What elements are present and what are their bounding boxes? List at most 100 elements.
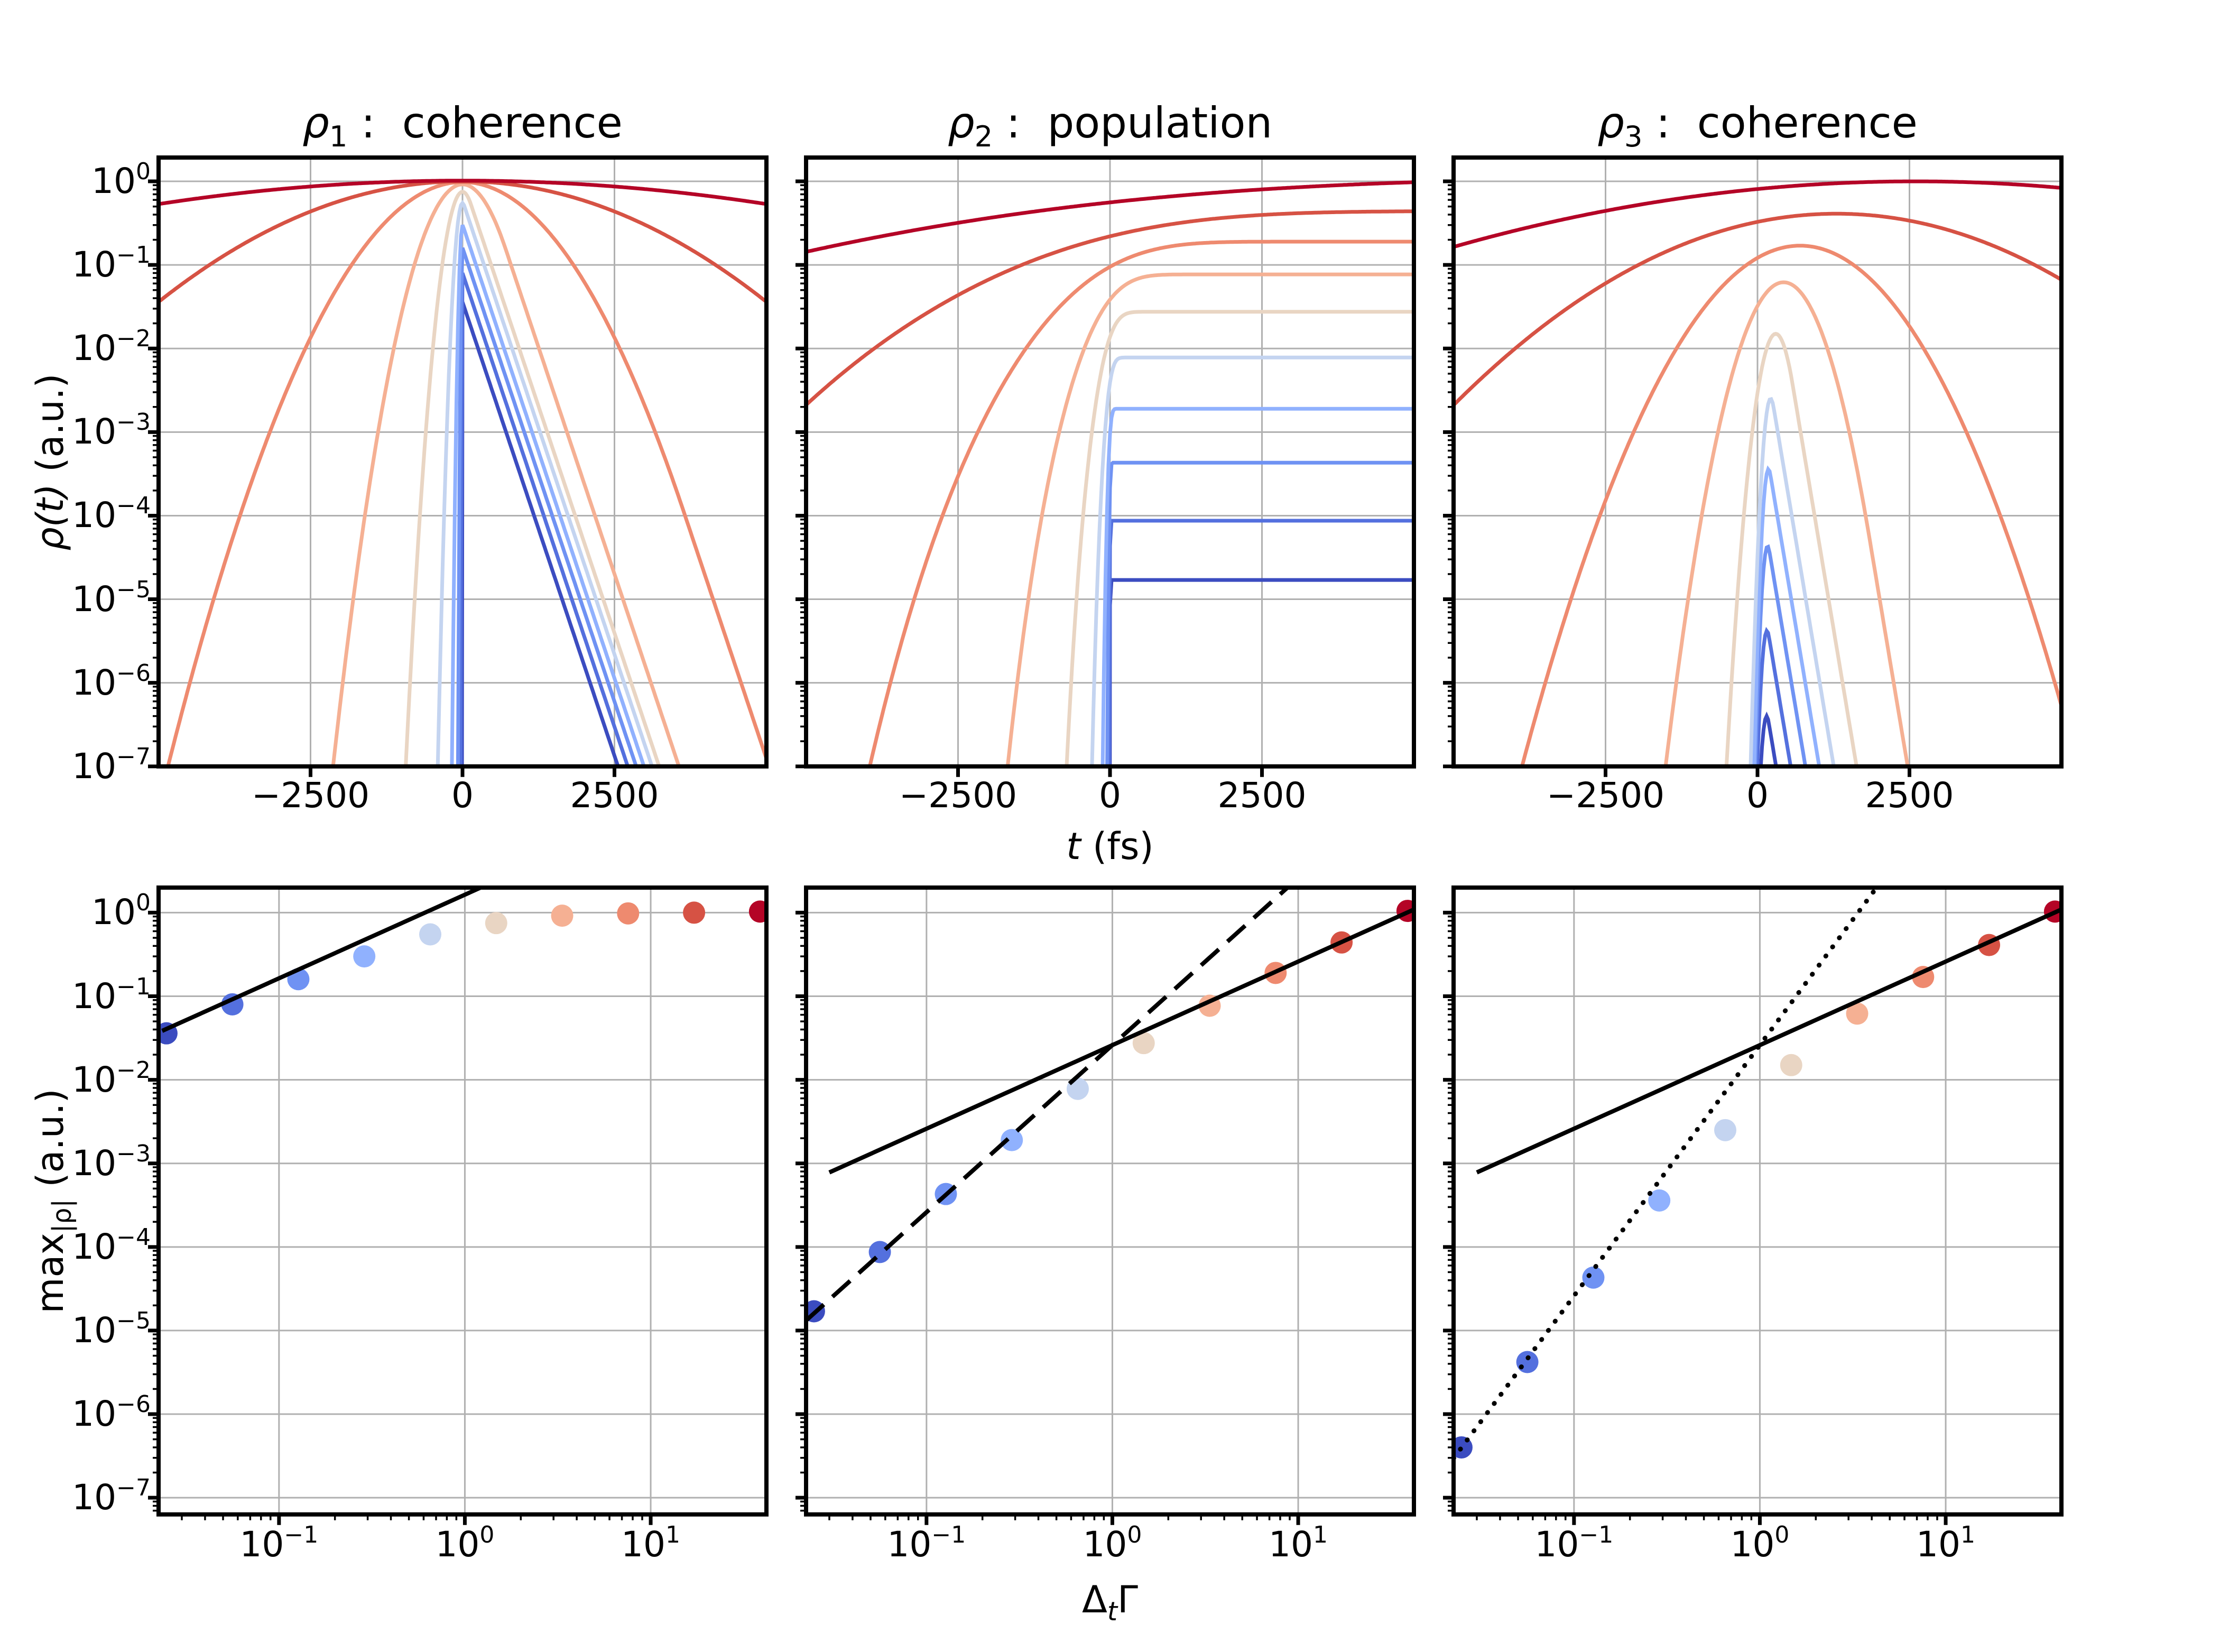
panel-curves-rho2_vs_t (806, 180, 1414, 767)
curve-dtGamma-7.5588 (1520, 244, 2061, 767)
scatter-point (1582, 1266, 1605, 1289)
curve-dtGamma-0.6514 (1749, 396, 1836, 767)
x-tick-label: 0 (1746, 775, 1769, 816)
title-text: : coherence (1642, 98, 1918, 147)
title-subscript: 2 (974, 120, 993, 153)
panel-title-rho2: ρ2 : population (806, 97, 1414, 153)
curve-dtGamma-0.1271 (1105, 460, 1414, 767)
panel-scatter-max_rho1_vs_dtGamma (159, 888, 766, 1045)
y-tick-label: 10−4 (72, 492, 151, 536)
title-symbol: ρ (947, 98, 975, 147)
curve-dtGamma-17.113 (1454, 211, 2061, 407)
curve-dtGamma-3.3387 (331, 182, 681, 767)
y-tick-label: 100 (91, 158, 151, 202)
x-tick-label: 2500 (570, 775, 659, 816)
curve-dtGamma-38.744 (1454, 179, 2061, 249)
scatter-point (748, 900, 766, 923)
y-tick-label: 10−7 (72, 743, 151, 787)
fit-line-solid (1476, 908, 2061, 1175)
x-tick-label: 2500 (1865, 775, 1954, 816)
fit-line-solid (828, 908, 1414, 1175)
scatter-point (419, 923, 441, 946)
title-subscript: 3 (1624, 120, 1643, 153)
curve-dtGamma-0.2877 (450, 224, 646, 767)
x-tick-label: 10−1 (1534, 1521, 1614, 1565)
curve-dtGamma-0.6514 (1090, 355, 1414, 767)
scatter-point (551, 905, 574, 927)
x-tick-label: −2500 (1546, 775, 1665, 816)
y-tick-label: 10−4 (72, 1223, 151, 1267)
x-axis-label-top-row: t (fs) (1066, 825, 1154, 868)
curve-dtGamma-38.744 (159, 179, 766, 206)
scatter-point (485, 912, 507, 935)
panel-scatter-max_rho2_vs_dtGamma (806, 888, 1414, 1323)
x-tick-label: 10−1 (239, 1521, 319, 1565)
axes-spines (1451, 885, 2064, 1517)
x-tick-label: 10−1 (887, 1521, 966, 1565)
y-tick-label: 10−2 (72, 1056, 151, 1100)
y-tick-label: 10−6 (72, 659, 151, 703)
x-tick-label: 0 (451, 775, 474, 816)
y-tick-label: 10−1 (72, 242, 151, 285)
x-tick-label: 100 (1730, 1521, 1790, 1565)
scatter-point (1714, 1119, 1736, 1141)
x-tick-label: −2500 (899, 775, 1018, 816)
curve-dtGamma-0.2877 (1100, 407, 1414, 767)
title-text: : population (993, 98, 1273, 147)
x-tick-label: −2500 (251, 775, 370, 816)
fit-line-solid (161, 888, 484, 1033)
y-tick-label: 10−6 (72, 1391, 151, 1435)
panel-title-rho3: ρ3 : coherence (1454, 97, 2061, 153)
title-symbol: ρ (1597, 98, 1624, 147)
y-tick-label: 10−7 (72, 1474, 151, 1518)
scatter-point (1516, 1351, 1539, 1373)
axes-spines (804, 885, 1416, 1517)
curve-dtGamma-0.6514 (436, 200, 654, 767)
curve-dtGamma-1.4747 (404, 190, 661, 767)
scatter-point (1846, 1002, 1868, 1025)
curve-dtGamma-17.113 (806, 209, 1414, 407)
scatter-point (1001, 1129, 1023, 1151)
curve-dtGamma-0.0561 (458, 272, 630, 767)
panel-title-rho1: ρ1 : coherence (159, 97, 766, 153)
x-axis-label-bottom-row: ΔtΓ (1081, 1578, 1139, 1627)
curve-dtGamma-0.1271 (1753, 544, 1808, 767)
curve-dtGamma-3.3387 (1005, 272, 1414, 767)
x-tick-label: 100 (1083, 1521, 1142, 1565)
scatter-point (1132, 1032, 1155, 1055)
curve-dtGamma-0.0561 (1107, 519, 1414, 767)
y-tick-label: 10−2 (72, 325, 151, 369)
curve-dtGamma-38.744 (806, 180, 1414, 254)
y-tick-label: 100 (91, 889, 151, 933)
curve-dtGamma-0.0248 (1759, 711, 1778, 767)
y-tick-label: 10−5 (72, 1307, 151, 1351)
scatter-point (353, 945, 376, 968)
axes-spines (156, 885, 769, 1517)
panel-curves-rho3_vs_t (1454, 179, 2061, 767)
x-tick-label: 100 (435, 1521, 495, 1565)
fit-line-dotted (1454, 888, 1879, 1461)
panel-scatter-max_rho3_vs_dtGamma (1454, 888, 2061, 1461)
title-text: : coherence (347, 98, 623, 147)
title-subscript: 1 (329, 120, 348, 153)
fit-line-dashed (806, 888, 1289, 1322)
x-tick-label: 101 (1269, 1521, 1328, 1565)
curve-dtGamma-7.5588 (867, 239, 1414, 767)
x-tick-label: 101 (621, 1521, 681, 1565)
scatter-point (617, 902, 640, 925)
x-tick-label: 2500 (1217, 775, 1307, 816)
y-tick-label: 10−3 (72, 1140, 151, 1184)
curve-dtGamma-1.4747 (1724, 331, 1858, 767)
scatter-point (1648, 1189, 1671, 1212)
panel-curves-rho1_vs_t (159, 179, 766, 767)
curve-dtGamma-1.4747 (1065, 310, 1414, 767)
title-symbol: ρ (302, 98, 329, 147)
y-tick-label: 10−3 (72, 409, 151, 453)
x-tick-label: 0 (1099, 775, 1121, 816)
scatter-point (1780, 1054, 1802, 1076)
curve-dtGamma-0.0561 (1755, 626, 1793, 767)
y-tick-label: 10−5 (72, 576, 151, 620)
curve-dtGamma-0.2877 (1752, 465, 1821, 767)
